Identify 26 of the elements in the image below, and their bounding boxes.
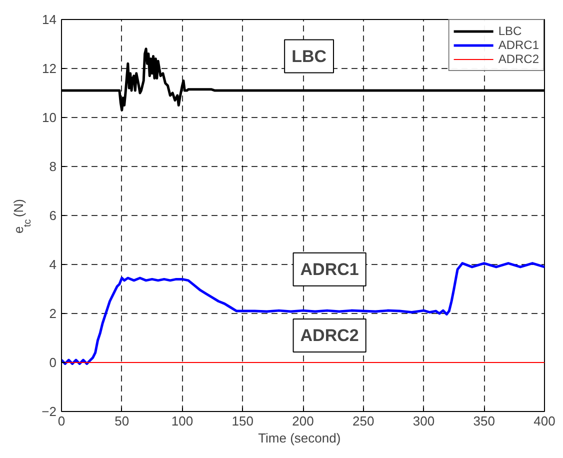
x-tick-label: 350: [473, 414, 495, 428]
annotation: LBC: [292, 46, 327, 66]
x-tick-label: 100: [171, 414, 194, 428]
x-tick-label: 400: [534, 414, 556, 428]
x-tick-label: 300: [412, 414, 435, 428]
x-tick-label: 250: [352, 414, 374, 428]
annotation: ADRC2: [300, 326, 359, 346]
annotation: ADRC1: [300, 260, 359, 279]
y-tick-label: 0: [49, 355, 57, 370]
y-tick-label: 2: [49, 306, 57, 321]
legend-label: ADRC2: [498, 52, 539, 66]
x-tick-label: 50: [114, 414, 130, 428]
x-tick-label: 150: [232, 414, 254, 428]
y-tick-label: 6: [49, 208, 57, 223]
y-tick-label: 4: [49, 257, 57, 272]
y-axis-title: etc (N): [11, 199, 34, 234]
line-series: [62, 262, 544, 365]
y-tick-label: 10: [42, 110, 57, 125]
y-tick-label: 12: [42, 61, 57, 76]
y-tick-label: −2: [42, 404, 57, 419]
y-tick-label: 14: [42, 12, 57, 27]
x-axis-title: Time (second): [258, 430, 341, 446]
x-tick-label: 200: [292, 414, 314, 428]
legend-label: ADRC1: [498, 38, 539, 52]
y-tick-label: 8: [49, 159, 57, 174]
legend-label: LBC: [498, 24, 522, 38]
